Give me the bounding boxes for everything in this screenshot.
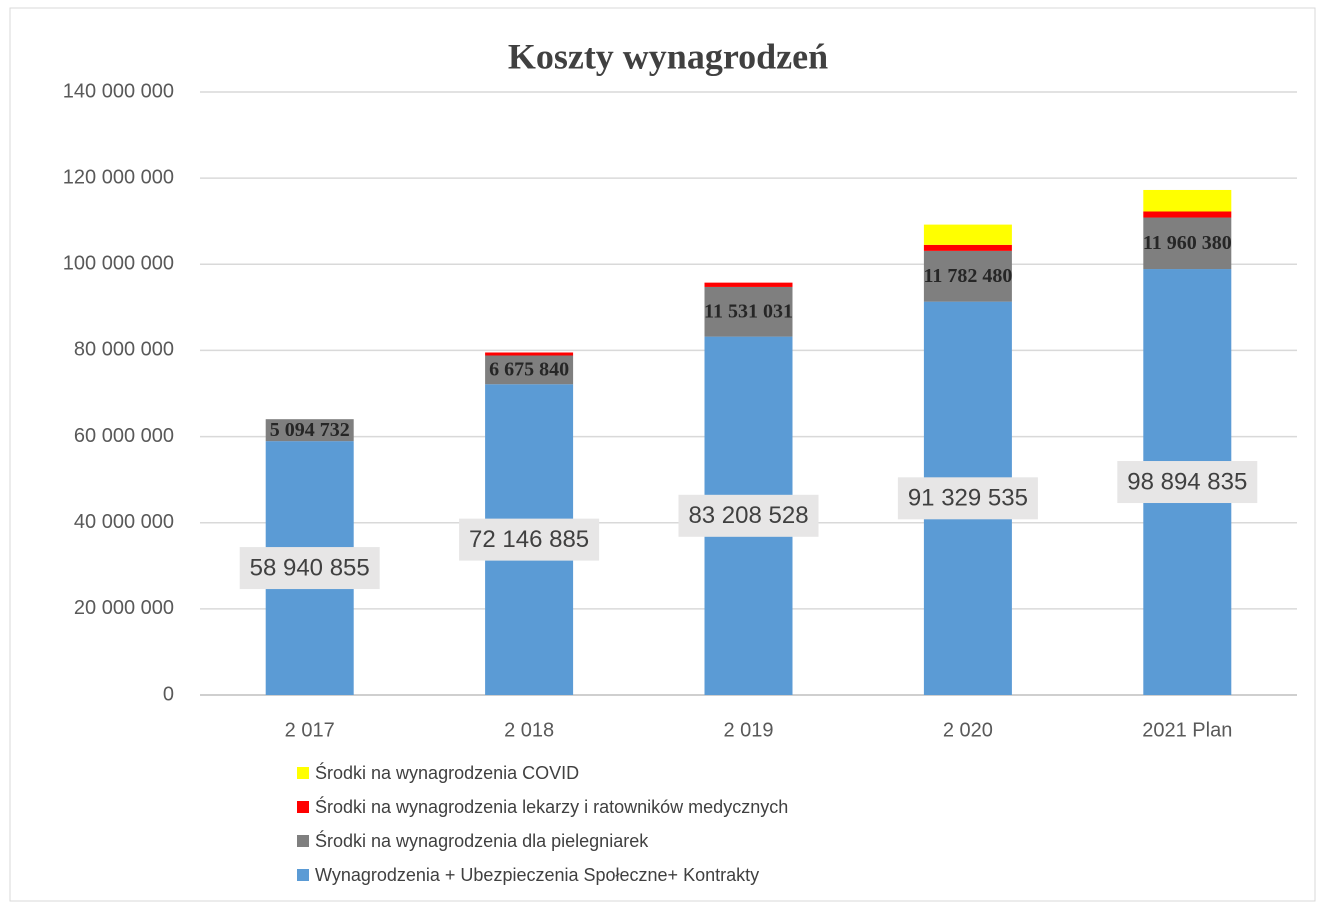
y-tick-label: 40 000 000	[74, 511, 174, 533]
y-tick-label: 120 000 000	[63, 166, 174, 188]
data-label: 83 208 528	[688, 502, 808, 529]
data-label: 58 940 855	[250, 554, 370, 581]
x-tick-label: 2 020	[943, 719, 993, 741]
y-tick-label: 0	[163, 683, 174, 705]
data-label-box	[678, 494, 819, 537]
x-tick-label: 2 019	[723, 719, 773, 741]
data-label-box	[897, 477, 1038, 520]
data-label: 11 531 031	[704, 300, 793, 322]
y-tick-label: 100 000 000	[63, 253, 174, 275]
legend-swatch	[297, 801, 309, 813]
bar-segment	[704, 286, 793, 337]
legend-swatch	[297, 835, 309, 847]
legend-label: Środki na wynagrodzenia dla pielegniarek	[315, 830, 649, 851]
chart-frame	[9, 7, 1316, 902]
bar-segment	[1143, 189, 1232, 212]
y-tick-label: 60 000 000	[74, 425, 174, 447]
legend-swatch	[297, 767, 309, 779]
bar-segment	[1143, 217, 1232, 270]
y-tick-label: 20 000 000	[74, 597, 174, 619]
y-tick-label: 80 000 000	[74, 339, 174, 361]
data-label-box	[459, 518, 600, 561]
legend-label: Wynagrodzenia + Ubezpieczenia Społeczne+…	[315, 865, 759, 885]
bar-segment	[265, 419, 354, 442]
data-label-box	[239, 547, 380, 590]
legend-label: Środki na wynagrodzenia COVID	[315, 762, 579, 783]
data-label: 11 782 480	[923, 265, 1012, 287]
data-label: 98 894 835	[1127, 468, 1247, 495]
bar-segment	[923, 244, 1012, 251]
bar-segment	[923, 224, 1012, 245]
data-label: 91 329 535	[908, 485, 1028, 512]
data-label: 72 146 885	[469, 526, 589, 553]
data-label: 5 094 732	[270, 419, 350, 441]
bar-segment	[485, 352, 574, 356]
data-label: 6 675 840	[489, 358, 569, 380]
y-tick-label: 140 000 000	[63, 80, 174, 102]
x-tick-label: 2 017	[285, 719, 335, 741]
data-label-box	[1117, 461, 1258, 504]
chart-title: Koszty wynagrodzeń	[508, 36, 828, 76]
bar-segment	[485, 355, 574, 385]
bar-segment	[704, 282, 793, 287]
legend-swatch	[297, 869, 309, 881]
bar-segment	[923, 250, 1012, 302]
data-label: 11 960 380	[1143, 232, 1232, 254]
legend-label: Środki na wynagrodzenia lekarzy i ratown…	[315, 796, 788, 817]
bar-segment	[1143, 211, 1232, 218]
x-tick-label: 2021 Plan	[1142, 719, 1232, 741]
x-tick-label: 2 018	[504, 719, 554, 741]
